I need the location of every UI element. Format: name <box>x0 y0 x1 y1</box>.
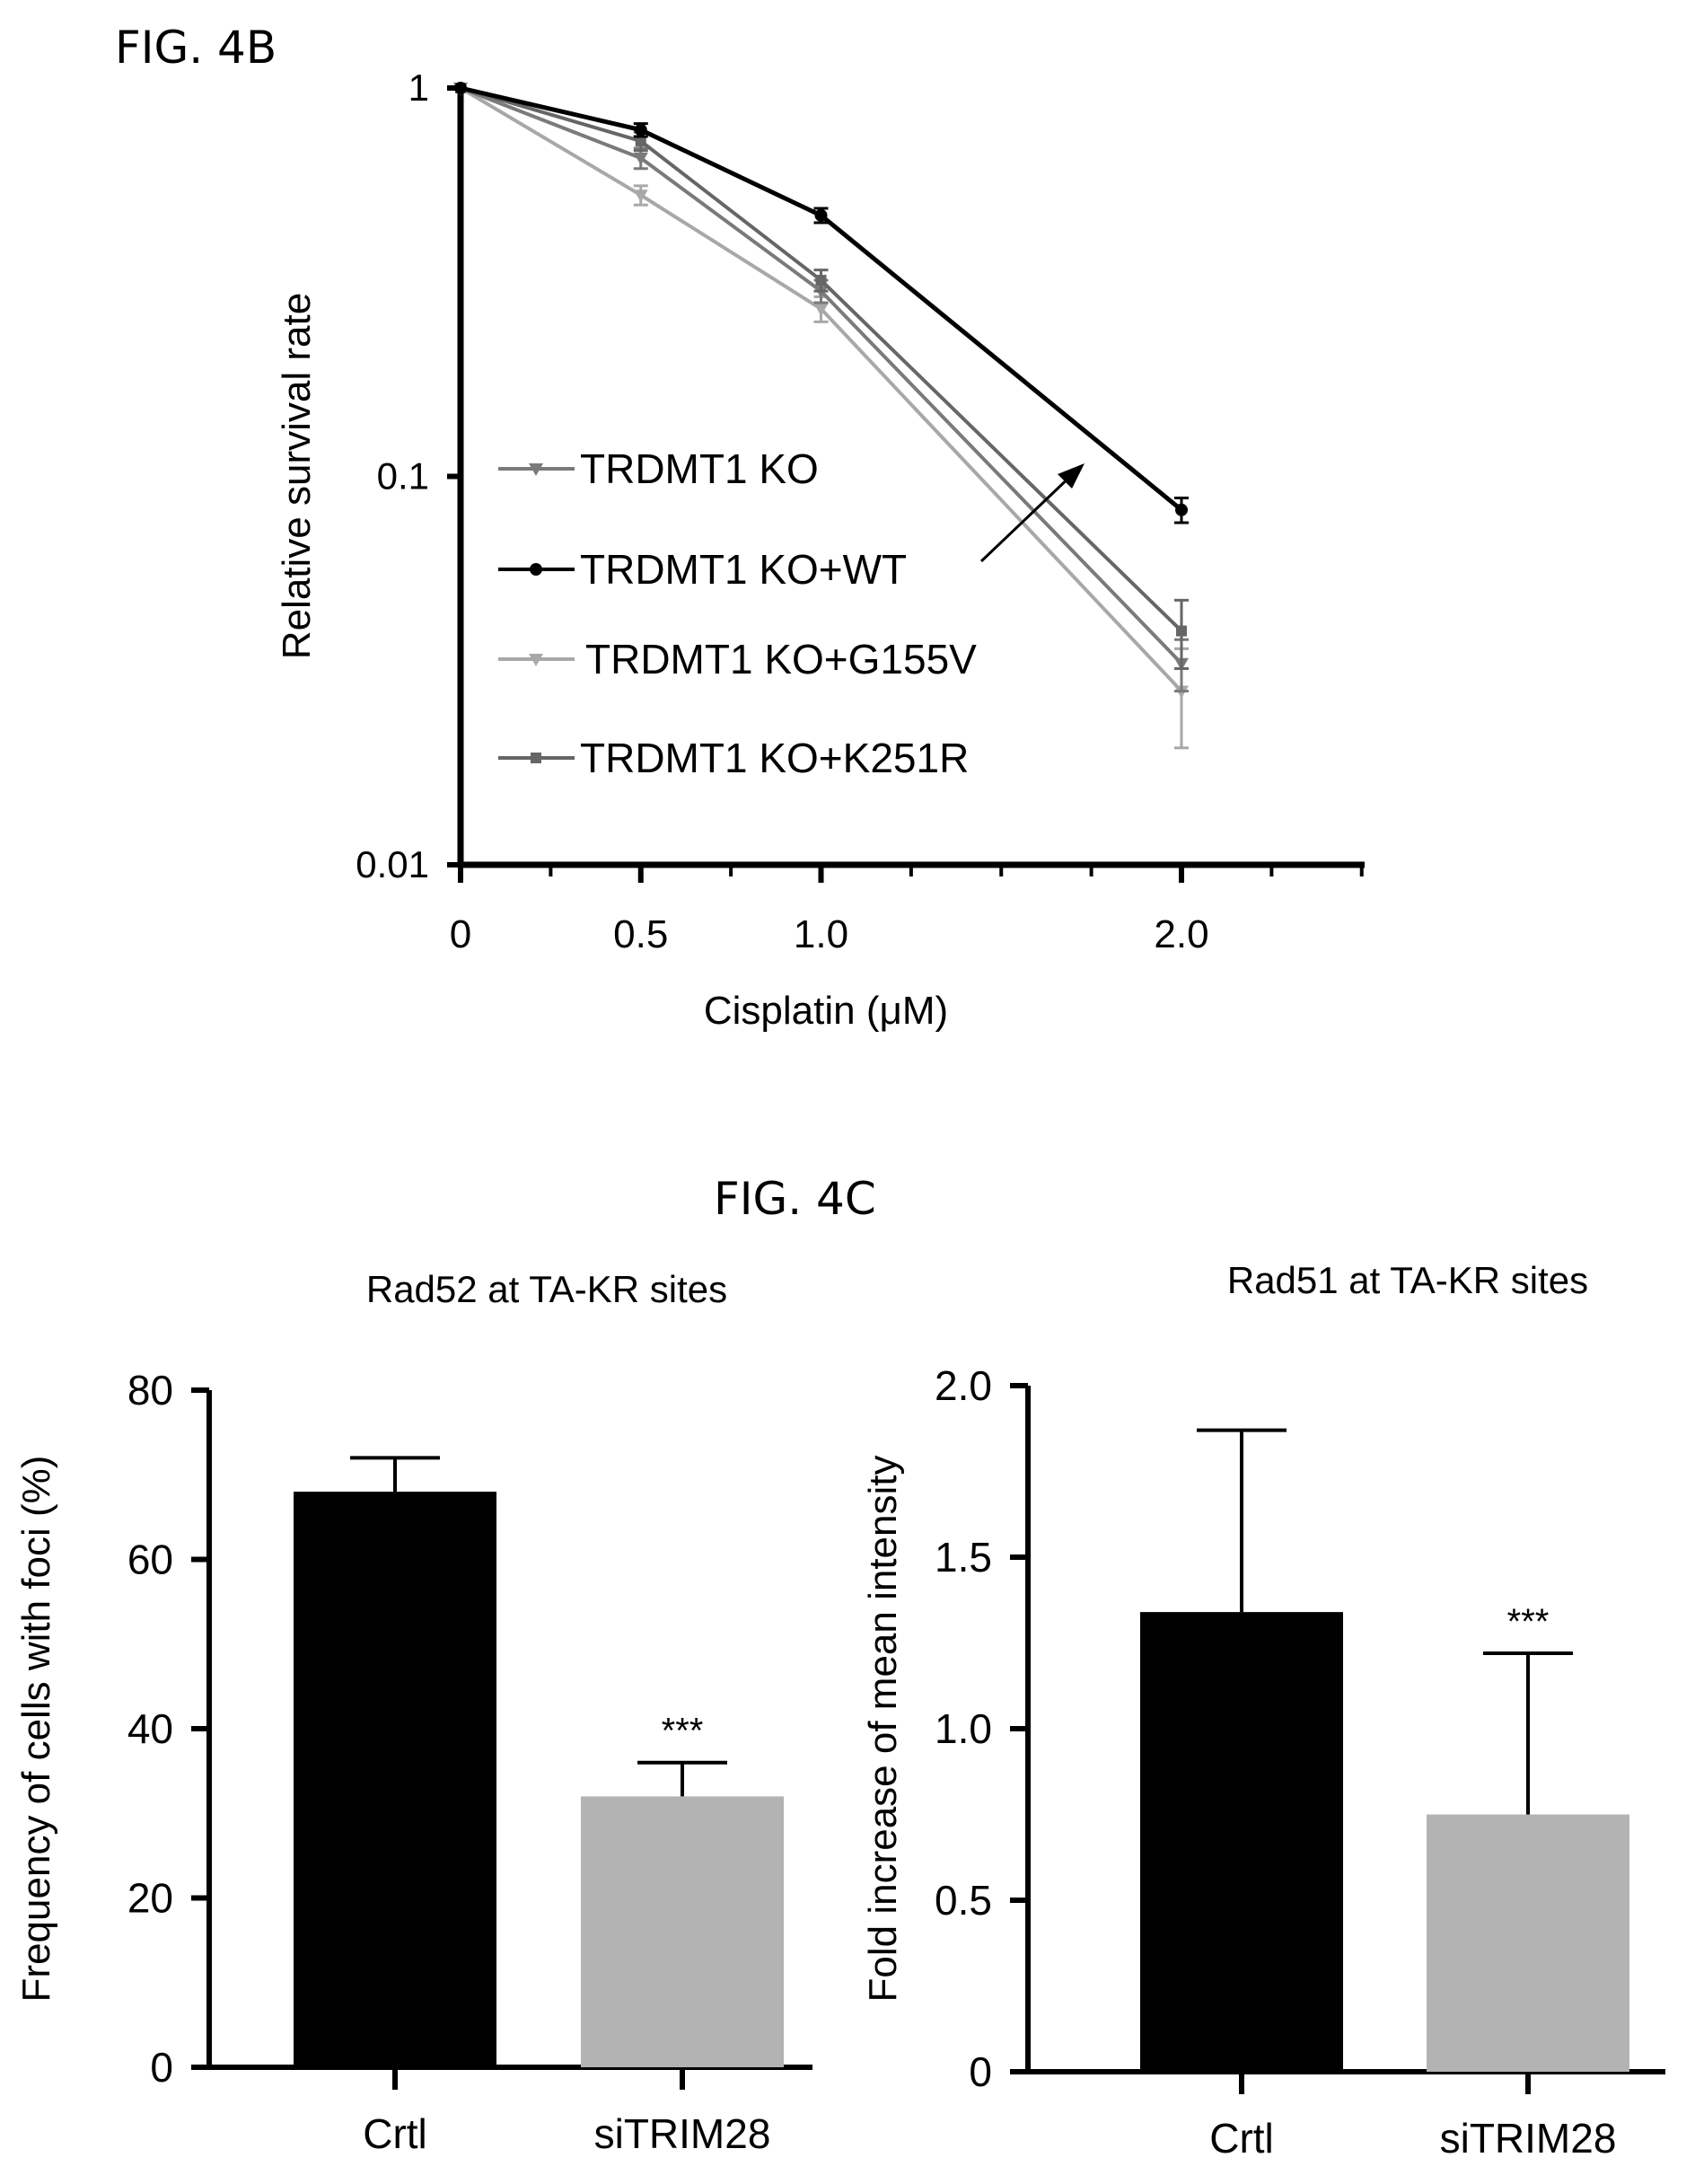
series-line <box>459 86 1183 692</box>
y-tick-label: 0.5 <box>935 1877 992 1924</box>
y-axis-label: Fold increase of mean intensity <box>861 1456 905 2003</box>
bar <box>1140 1612 1343 2072</box>
legend-entry: TRDMT1 KO+WT <box>498 546 907 593</box>
rad52-bar-chart: Rad52 at TA-KR sites 0 20 40 60 80 Crtl siTRI… <box>14 1268 812 2157</box>
y-tick-label: 60 <box>127 1537 173 1583</box>
y-axis-label: Frequency of cells with foci (%) <box>14 1456 58 2003</box>
y-tick-label: 0 <box>150 2044 173 2091</box>
legend-entry: TRDMT1 KO+K251R <box>498 735 969 781</box>
data-point <box>635 136 646 147</box>
arrow-head <box>1058 463 1085 489</box>
series-0 <box>453 83 1189 693</box>
y-tick-label: 2.0 <box>935 1362 992 1409</box>
y-tick-label: 80 <box>127 1367 173 1413</box>
y-tick-label: 1.5 <box>935 1534 992 1581</box>
data-point <box>1175 503 1188 516</box>
x-axis-label: Cisplatin (μM) <box>704 989 948 1033</box>
y-tick-label: 40 <box>127 1705 173 1752</box>
significance-label: *** <box>1507 1602 1550 1642</box>
series-line <box>460 86 1183 665</box>
legend-marker <box>530 563 542 576</box>
x-tick-label: 1.0 <box>794 912 848 956</box>
legend-marker <box>529 654 543 666</box>
bar-group: siTRIM28 *** <box>1427 1602 1629 2162</box>
x-tick-label: Crtl <box>1209 2115 1274 2162</box>
y-tick-label: 1.0 <box>935 1705 992 1752</box>
x-tick-label: siTRIM28 <box>594 2110 771 2157</box>
y-tick-label: 0.1 <box>377 455 429 498</box>
bar-group: siTRIM28 *** <box>581 1712 784 2157</box>
y-tick-label: 0.01 <box>356 843 429 885</box>
bar-group: Crtl <box>294 1456 496 2157</box>
legend-entry: TRDMT1 KO+G155V <box>498 636 977 682</box>
significance-label: *** <box>662 1712 704 1751</box>
legend-label: TRDMT1 KO+G155V <box>585 636 977 682</box>
legend-marker <box>531 753 541 763</box>
bar-group: Crtl <box>1140 1428 1343 2162</box>
data-point <box>813 303 829 316</box>
chart-title: Rad52 at TA-KR sites <box>366 1268 727 1310</box>
legend-entry: TRDMT1 KO <box>498 445 819 492</box>
bar <box>1427 1814 1629 2072</box>
y-tick-label: 0 <box>969 2048 992 2095</box>
chart-title: Rad51 at TA-KR sites <box>1227 1259 1588 1301</box>
x-tick-label: 0 <box>450 912 471 956</box>
annotation-arrow <box>979 470 1077 563</box>
data-point <box>815 275 827 286</box>
fig-4c-label: FIG. 4C <box>714 1173 876 1225</box>
x-tick-label: 0.5 <box>613 912 668 956</box>
data-point <box>454 82 467 94</box>
series-line <box>460 85 1183 512</box>
y-axis-label: Relative survival rate <box>275 293 319 659</box>
data-point <box>634 123 647 136</box>
legend-label: TRDMT1 KO+K251R <box>580 735 969 781</box>
x-tick-label: Crtl <box>363 2110 427 2157</box>
data-point <box>1176 625 1187 637</box>
x-tick-label: siTRIM28 <box>1440 2115 1617 2162</box>
legend-marker <box>529 463 543 476</box>
bar <box>581 1796 784 2067</box>
bar <box>294 1492 496 2067</box>
y-tick-label: 1 <box>408 66 429 109</box>
x-tick-label: 2.0 <box>1154 912 1208 956</box>
legend-label: TRDMT1 KO+WT <box>580 546 907 593</box>
data-point <box>633 153 648 166</box>
y-tick-label: 20 <box>127 1875 173 1922</box>
series-line <box>460 86 1183 633</box>
data-point <box>633 189 648 203</box>
fig-4b-label: FIG. 4B <box>115 22 277 74</box>
series-1 <box>454 82 1189 524</box>
rad51-bar-chart: Rad51 at TA-KR sites 0 0.5 1.0 1.5 2.0 Crtl s… <box>861 1259 1665 2162</box>
survival-line-chart: 0.01 0.1 1 0 0.5 1.0 2.0 TRDMT1 KO TRDMT1 KO+W… <box>275 66 1365 1033</box>
legend-label: TRDMT1 KO <box>580 445 819 492</box>
data-point <box>814 208 828 222</box>
